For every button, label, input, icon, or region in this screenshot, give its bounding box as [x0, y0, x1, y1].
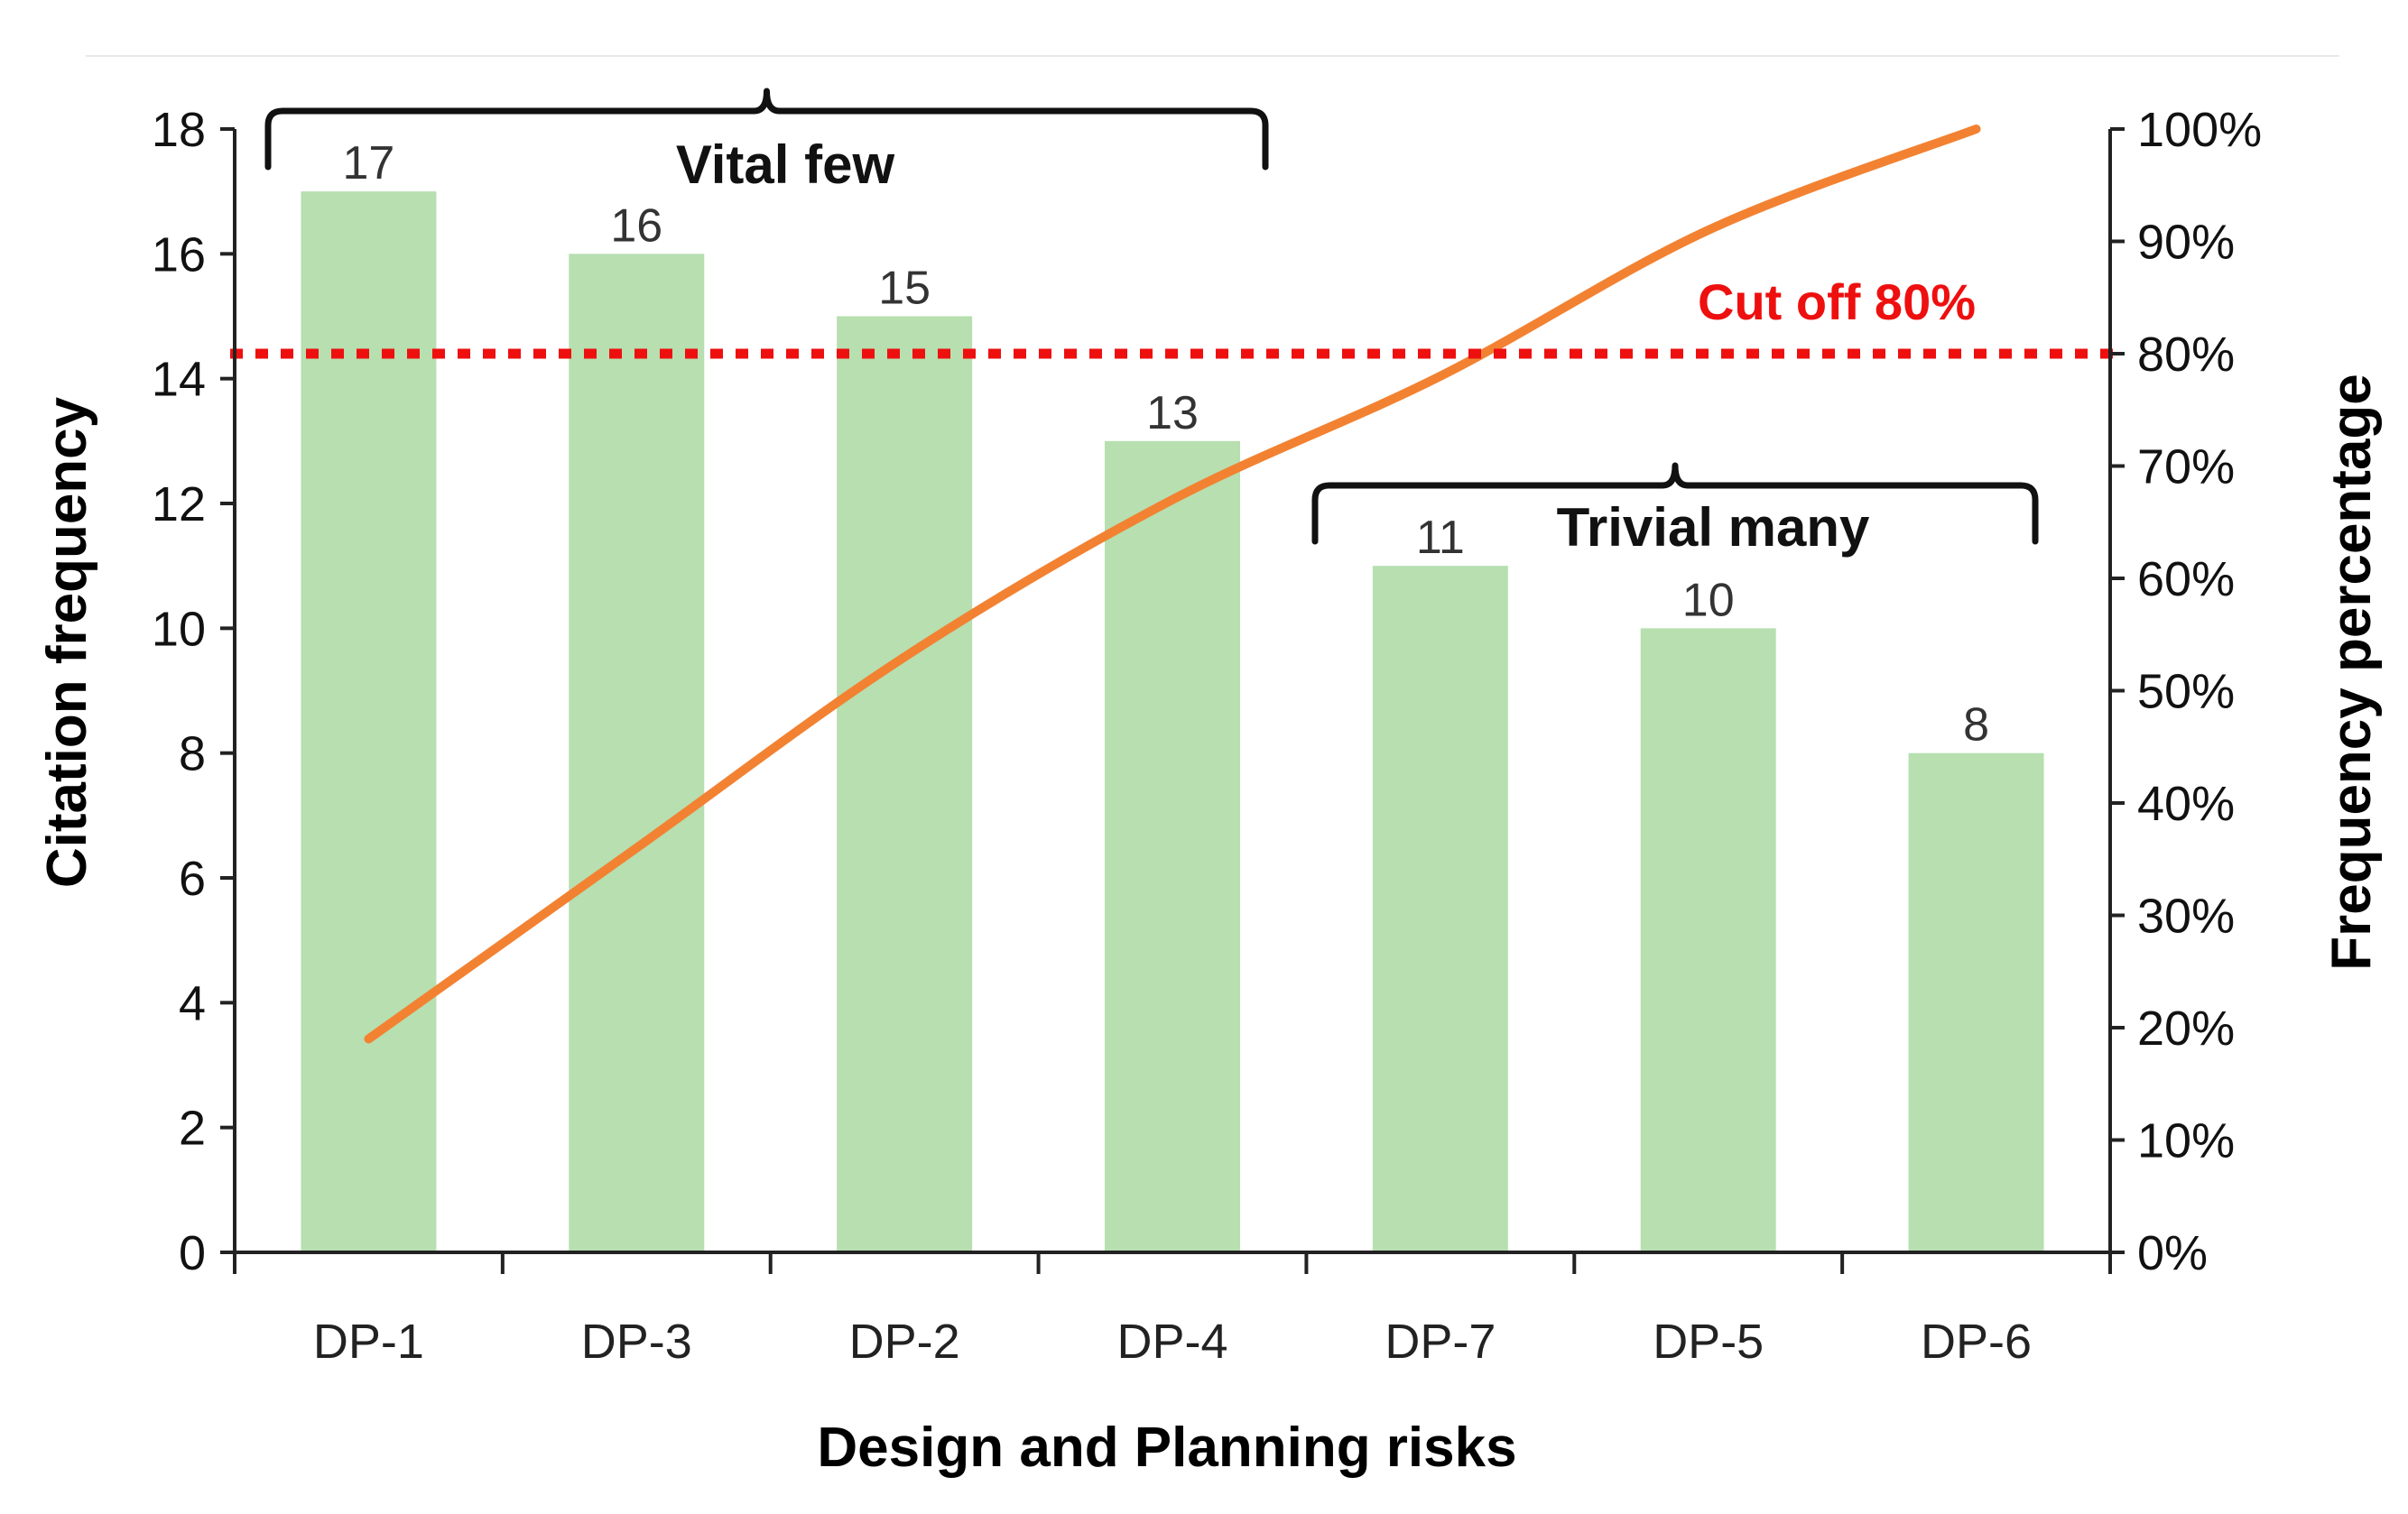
- y2-axis-title: Frequency percentage: [2320, 374, 2383, 971]
- left-tick-labels: 0 2 4 6 8 10 12 14 16 18: [152, 103, 206, 1280]
- bar-label-dp-2: 15: [878, 263, 931, 315]
- left-tick-label: 18: [152, 103, 206, 157]
- right-tick-label: 70%: [2137, 440, 2235, 494]
- bar-dp-2: [837, 316, 973, 1252]
- bar-dp-4: [1105, 440, 1240, 1252]
- group-label-trivial-many: Trivial many: [1557, 497, 1870, 558]
- bar-label-dp-5: 10: [1682, 574, 1735, 626]
- right-tick-label: 40%: [2137, 777, 2235, 831]
- right-tick-label: 30%: [2137, 890, 2235, 944]
- left-tick-label: 10: [152, 602, 206, 656]
- right-tick-label: 80%: [2137, 328, 2235, 382]
- y-axis-title: Citation frequency: [36, 396, 98, 888]
- left-tick-label: 2: [179, 1102, 206, 1156]
- right-tick-label: 60%: [2137, 552, 2235, 606]
- left-tick-label: 8: [179, 727, 206, 781]
- bar-label-dp-1: 17: [343, 137, 395, 189]
- bar-dp-6: [1908, 752, 2044, 1252]
- left-tick-label: 16: [152, 227, 206, 282]
- category-label-dp-2: DP-2: [849, 1315, 960, 1369]
- left-tick-label: 6: [179, 852, 206, 906]
- right-tick-label: 50%: [2137, 665, 2235, 719]
- right-tick-label: 100%: [2137, 103, 2262, 157]
- bar-dp-5: [1640, 628, 1776, 1252]
- category-label-dp-5: DP-5: [1653, 1315, 1764, 1369]
- category-labels: DP-1 DP-3 DP-2 DP-4 DP-7 DP-5 DP-6: [313, 1315, 2032, 1369]
- right-tick-label: 90%: [2137, 216, 2235, 270]
- axes-group: [220, 127, 2125, 1274]
- left-tick-label: 12: [152, 477, 206, 531]
- bar-dp-3: [569, 254, 705, 1252]
- left-tick-label: 0: [179, 1226, 206, 1280]
- category-label-dp-6: DP-6: [1921, 1315, 2032, 1369]
- bar-labels-group: 17 16 15 13 11 10 8: [343, 137, 1990, 752]
- right-tick-label: 20%: [2137, 1002, 2235, 1056]
- group-brackets: Vital few Trivial many: [264, 88, 2039, 558]
- right-tick-labels: 0% 10% 20% 30% 40% 50% 60% 70% 80% 90% 100%: [2137, 103, 2262, 1280]
- bar-dp-7: [1372, 566, 1508, 1252]
- bar-label-dp-6: 8: [1963, 699, 1989, 752]
- left-tick-label: 4: [179, 976, 206, 1030]
- group-label-vital-few: Vital few: [676, 134, 895, 195]
- category-label-dp-4: DP-4: [1116, 1315, 1227, 1369]
- right-tick-label: 0%: [2137, 1226, 2208, 1280]
- bars-group: [301, 191, 2044, 1253]
- bar-dp-1: [301, 191, 437, 1253]
- bracket-trivial-many: [1311, 462, 2039, 545]
- bar-label-dp-4: 13: [1146, 387, 1199, 439]
- category-label-dp-1: DP-1: [313, 1315, 424, 1369]
- left-tick-label: 14: [152, 353, 206, 407]
- bar-label-dp-7: 11: [1416, 512, 1465, 564]
- category-label-dp-7: DP-7: [1385, 1315, 1496, 1369]
- bracket-vital-few: [264, 88, 1269, 171]
- cumulative-line: [364, 125, 1981, 1044]
- cutoff-label: Cut off 80%: [1698, 273, 1976, 330]
- category-label-dp-3: DP-3: [581, 1315, 692, 1369]
- bar-label-dp-3: 16: [610, 199, 662, 252]
- right-tick-label: 10%: [2137, 1114, 2235, 1168]
- x-axis-title: Design and Planning risks: [817, 1417, 1516, 1479]
